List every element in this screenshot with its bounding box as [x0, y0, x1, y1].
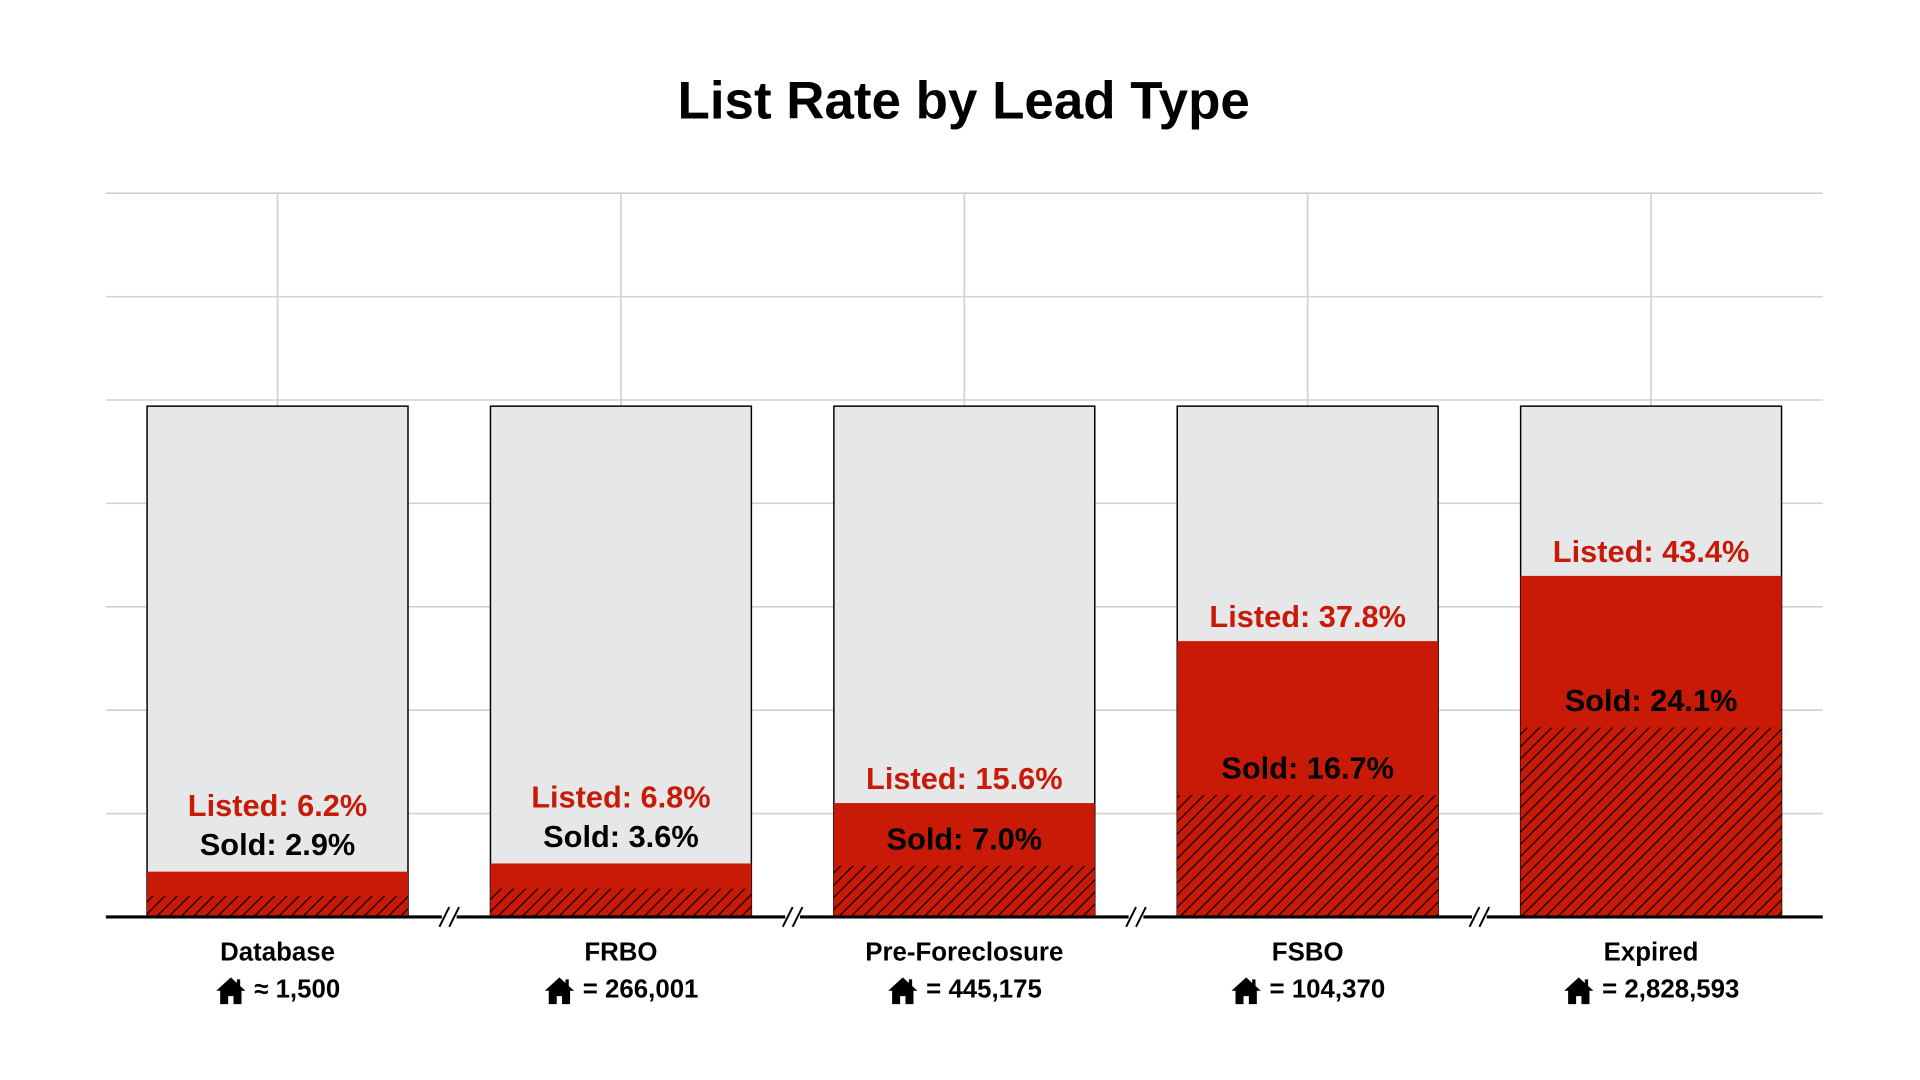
bar-sold	[490, 888, 752, 917]
listed-label: Listed: 6.8%	[531, 780, 710, 815]
sold-label: Sold: 7.0%	[887, 821, 1043, 856]
axis-break-gap	[785, 913, 800, 921]
sold-label: Sold: 2.9%	[200, 827, 355, 862]
count-label: = 266,001	[583, 976, 699, 1004]
x-tick-label: FRBO	[584, 939, 657, 967]
axis-break-mark	[1125, 906, 1137, 928]
bar-sold	[147, 895, 409, 917]
x-tick-label: Database	[220, 939, 335, 967]
axis-break-gap	[441, 913, 457, 921]
house-icon	[1564, 977, 1594, 1005]
bar-sold	[1177, 795, 1439, 917]
count-label: = 2,828,593	[1602, 976, 1739, 1004]
x-tick-label: Pre-Foreclosure	[865, 939, 1063, 967]
axis-break-mark	[791, 906, 804, 928]
axis-break-mark	[1478, 906, 1491, 928]
axis-break-gap	[1128, 913, 1144, 921]
axis-break-mark	[1468, 906, 1481, 928]
count-label: ≈ 1,500	[254, 976, 340, 1004]
axis-break-mark	[1135, 906, 1147, 928]
house-icon	[888, 977, 918, 1005]
x-tick-label: FSBO	[1272, 939, 1344, 967]
sold-label: Sold: 16.7%	[1221, 751, 1394, 786]
house-icon	[544, 977, 575, 1005]
bar-sold	[833, 865, 1095, 917]
house-icon	[1231, 977, 1261, 1005]
house-icon	[216, 977, 246, 1005]
panel-box	[489, 405, 753, 918]
listed-label: Listed: 6.2%	[188, 788, 367, 823]
sold-label: Sold: 24.1%	[1565, 683, 1738, 718]
panel-box	[146, 405, 409, 918]
sold-label: Sold: 3.6%	[543, 819, 698, 854]
axis-break-mark	[781, 906, 794, 928]
bar-sold	[1520, 727, 1782, 917]
listed-label: Listed: 15.6%	[866, 761, 1063, 796]
x-tick-label: Expired	[1604, 939, 1699, 967]
chart-title: List Rate by Lead Type	[678, 72, 1250, 131]
axis-break-gap	[1472, 913, 1487, 921]
count-label: = 104,370	[1270, 976, 1386, 1004]
listed-label: Listed: 37.8%	[1209, 599, 1406, 634]
count-label: = 445,175	[926, 976, 1042, 1004]
listed-label: Listed: 43.4%	[1553, 534, 1750, 569]
axis-break-mark	[438, 906, 451, 928]
axis-break-mark	[448, 906, 460, 928]
